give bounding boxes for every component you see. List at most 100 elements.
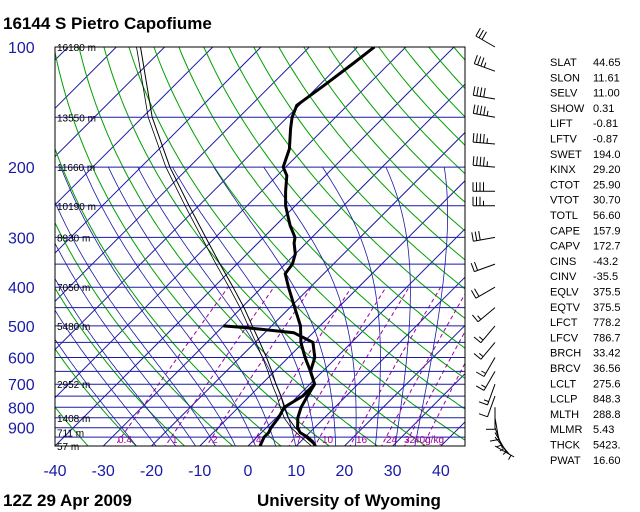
temperature-tick-label: -10 [188,463,211,480]
index-value: 157.9 [593,225,621,237]
index-value: 275.6 [593,378,621,390]
moist-adiabat-line [414,167,448,446]
index-name: CINV [550,271,577,283]
index-name: EQTV [550,302,581,314]
index-value: 375.5 [593,302,621,314]
index-value: 36.56 [593,363,621,375]
virtual-parcel-path-line [136,47,312,446]
mixing-ratio-label: 40g/kg [414,435,444,446]
pressure-tick-label: 200 [8,160,35,177]
index-name: PWAT [550,455,581,467]
index-name: SHOW [550,103,585,115]
index-value: 0.31 [593,103,614,115]
height-label: 13550 m [57,113,96,124]
moist-adiabat-line [55,242,196,446]
dry-adiabat-line [103,47,427,446]
pressure-tick-label: 300 [8,230,35,247]
index-value: 5.43 [593,424,614,436]
isotherm-line [55,47,311,303]
plot-frame [54,46,466,447]
dry-adiabat-line [78,47,379,446]
index-value: 25.90 [593,179,621,191]
dry-adiabat-lines [55,38,640,454]
wind-barb [478,384,496,406]
index-value: 29.20 [593,164,621,176]
moist-adiabat-lines [55,166,448,446]
stability-indices-panel: SLAT 44.65 SLON 11.61 SELV 11.00 SHOW 0.31 LIFT -… [550,57,621,467]
index-name: EQLV [550,287,579,299]
isotherm-lines [55,47,465,446]
isotherm-line [102,83,465,446]
dry-adiabat-line [278,47,465,261]
height-label: 7050 m [57,283,90,294]
isotherm-line [247,228,465,446]
dry-adiabat-line [178,47,465,380]
wind-barb [473,325,496,344]
moist-adiabat-line [322,166,381,446]
index-value: -35.5 [593,271,618,283]
index-name: CINS [550,256,576,268]
wind-barb [494,436,510,455]
index-value: 786.7 [593,332,621,344]
dry-adiabat-line [55,147,282,446]
wind-barb [470,261,496,273]
wind-barb [486,407,496,430]
temperature-tick-label: 30 [384,463,402,480]
footer-date: 12Z 29 Apr 2009 [3,491,132,510]
dry-adiabat-line [520,38,640,454]
mixing-ratio-label: 2 [212,435,218,446]
dry-adiabat-line [55,49,330,446]
moist-adiabat-line [82,166,256,446]
mixing-ratio-label: 7 [296,435,302,446]
index-name: LFTV [550,134,578,146]
index-name: LFCT [550,317,578,329]
temperature-tick-label: 40 [432,463,450,480]
dry-adiabat-line [303,47,465,232]
mixing-ratio-line [288,286,387,446]
index-value: 44.65 [593,57,621,69]
pressure-tick-label: 800 [8,400,35,417]
index-value: 16.60 [593,455,621,467]
temperature-tick-label: -30 [92,463,115,480]
mixing-ratio-line [314,286,410,446]
wind-barb [478,395,496,418]
wind-barb [472,307,496,323]
isobar-lines [55,47,465,446]
height-label: 10190 m [57,202,96,213]
index-value: -0.87 [593,134,618,146]
height-label: 711 m [57,429,84,440]
wind-barb [471,231,496,242]
mixing-ratio-line [349,286,442,446]
index-name: SELV [550,88,578,100]
index-name: CAPV [550,241,581,253]
wind-barb [472,196,495,207]
pressure-axis-labels: 100 200 300 400 500 600 700 800 900 [8,40,35,438]
wind-barb [473,55,496,72]
index-name: TOTL [550,210,578,222]
pressure-tick-label: 900 [8,421,35,438]
height-label: 57 m [57,442,79,453]
index-value: 11.61 [593,72,620,84]
index-value: -43.2 [593,256,618,268]
isotherm-line [55,47,118,110]
wind-barb [475,357,496,377]
index-value: 11.00 [593,88,620,100]
height-label: 2952 m [57,380,90,391]
mixing-ratio-line [205,286,312,446]
temperature-tick-label: 20 [336,463,354,480]
index-value: 172.7 [593,241,621,253]
index-name: MLTH [550,409,579,421]
moist-adiabat-line [55,201,216,446]
wind-barb [494,445,515,460]
index-value: 288.8 [593,409,621,421]
dry-adiabat-line [253,47,465,290]
wind-barb [475,371,496,391]
wind-barb [473,342,496,360]
index-name: LCLP [550,394,578,406]
wind-barb [472,104,496,118]
mixing-ratio-lines [114,286,465,446]
dry-adiabat-line [203,47,465,349]
height-label: 8930 m [57,233,90,244]
index-name: THCK [550,440,581,452]
